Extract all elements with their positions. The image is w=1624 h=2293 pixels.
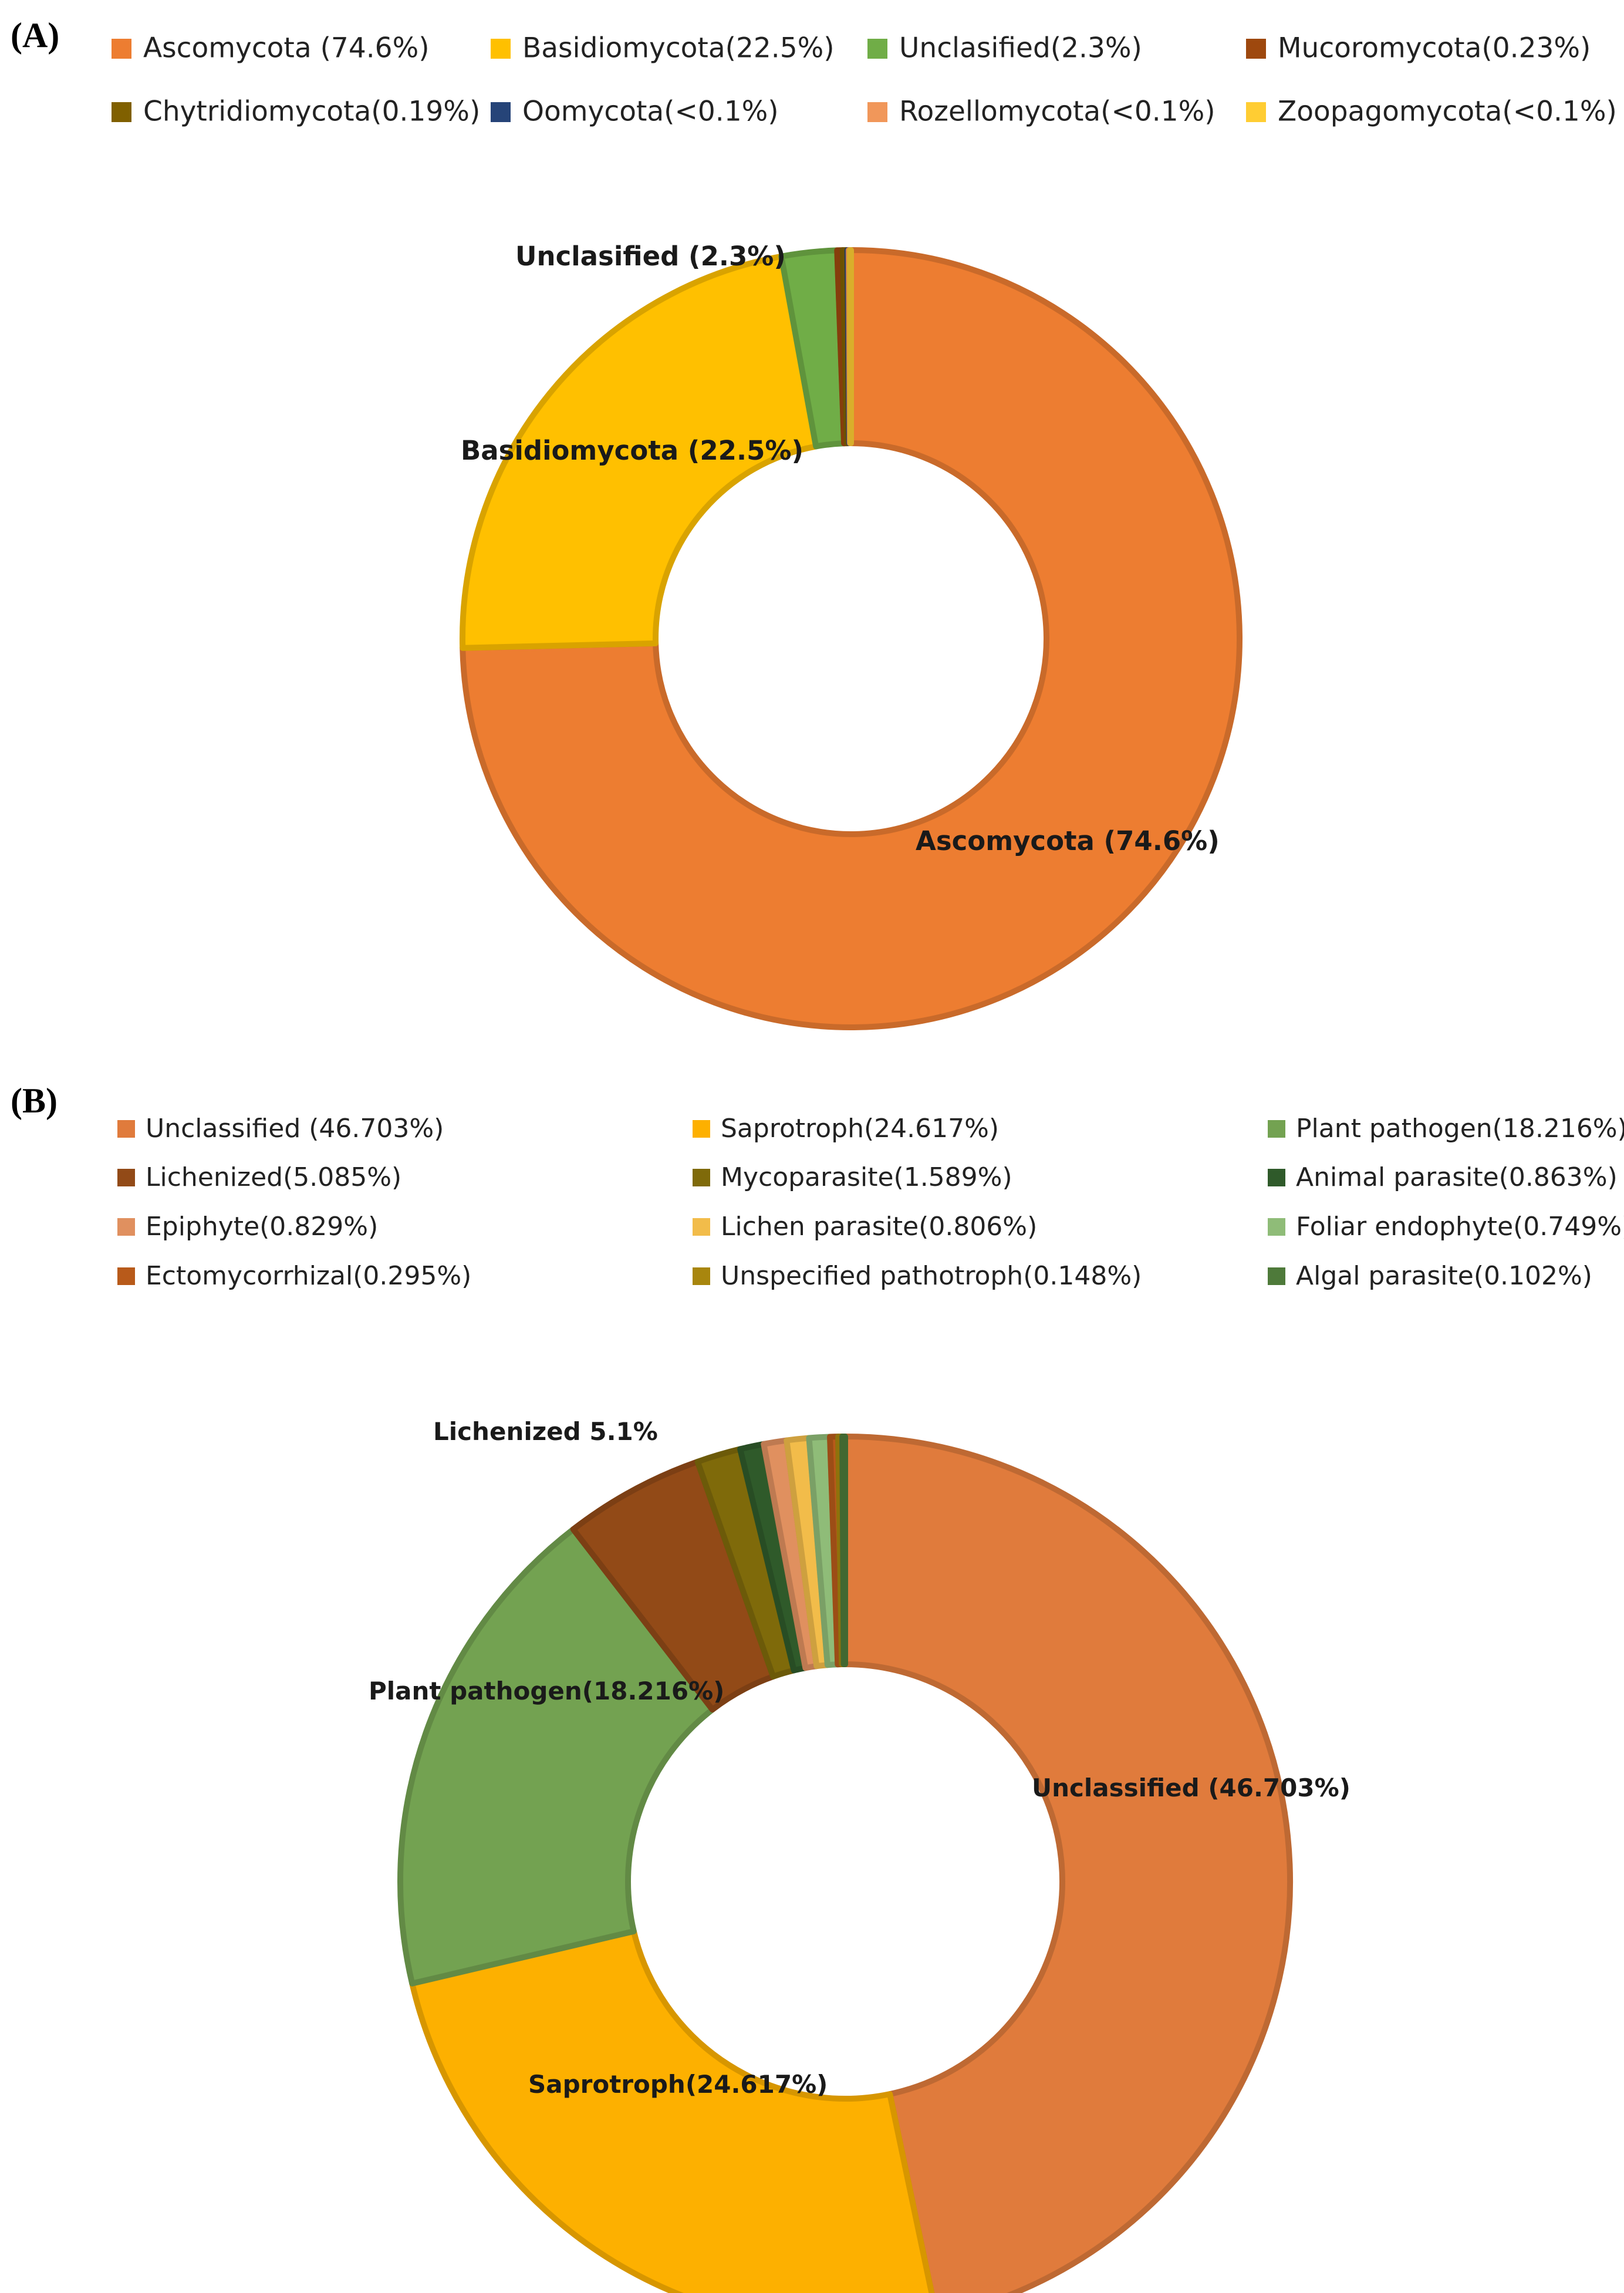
legend-label-epiphyte: Epiphyte(0.829%)	[146, 1212, 378, 1242]
legend-item-foliar-endophyte: Foliar endophyte(0.749%)	[1268, 1212, 1624, 1242]
legend-label-saprotroph: Saprotroph(24.617%)	[721, 1114, 999, 1144]
legend-item-plant-pathogen: Plant pathogen(18.216%)	[1268, 1114, 1624, 1144]
slice-plant-pathogen	[397, 1526, 715, 1987]
legend-label-chytridiomycota: Chytridiomycota(0.19%)	[143, 96, 480, 128]
slice-saprotroph	[409, 1928, 935, 2293]
legend-label-unclassified: Unclassified (46.703%)	[146, 1114, 444, 1144]
legend-item-lichenized: Lichenized(5.085%)	[117, 1162, 401, 1192]
legend-swatch-zoopagomycota	[1246, 102, 1266, 122]
panel-b-donut	[397, 1434, 1293, 2293]
legend-item-saprotroph: Saprotroph(24.617%)	[693, 1114, 999, 1144]
legend-swatch-rozellomycota	[867, 102, 887, 122]
legend-item-lichen-parasite: Lichen parasite(0.806%)	[693, 1212, 1037, 1242]
legend-label-mucoromycota: Mucoromycota(0.23%)	[1278, 32, 1591, 65]
legend-item-unclassified: Unclassified (46.703%)	[117, 1114, 444, 1144]
legend-label-plant-pathogen: Plant pathogen(18.216%)	[1296, 1114, 1624, 1144]
legend-item-unclasified: Unclasified(2.3%)	[867, 32, 1142, 65]
legend-item-oomycota: Oomycota(<0.1%)	[491, 96, 779, 128]
data-label-saprotroph: Saprotroph(24.617%)	[528, 2070, 828, 2099]
legend-swatch-plant-pathogen	[1268, 1120, 1285, 1138]
slice-basidiomycota	[460, 253, 819, 651]
legend-item-ascomycota: Ascomycota (74.6%)	[112, 32, 430, 65]
legend-item-zoopagomycota: Zoopagomycota(<0.1%)	[1246, 96, 1617, 128]
legend-swatch-basidiomycota	[491, 39, 511, 59]
data-label-lichenized: Lichenized 5.1%	[433, 1417, 658, 1446]
legend-item-algal-parasite: Algal parasite(0.102%)	[1268, 1261, 1592, 1291]
legend-item-mycoparasite: Mycoparasite(1.589%)	[693, 1162, 1012, 1192]
legend-label-ascomycota: Ascomycota (74.6%)	[143, 32, 430, 65]
legend-swatch-algal-parasite	[1268, 1267, 1285, 1285]
legend-swatch-lichen-parasite	[693, 1218, 710, 1236]
legend-item-epiphyte: Epiphyte(0.829%)	[117, 1212, 378, 1242]
legend-item-ectomycorrhizal: Ectomycorrhizal(0.295%)	[117, 1261, 471, 1291]
legend-swatch-mycoparasite	[693, 1169, 710, 1186]
legend-swatch-lichenized	[117, 1169, 135, 1186]
legend-swatch-animal-parasite	[1268, 1169, 1285, 1186]
legend-item-basidiomycota: Basidiomycota(22.5%)	[491, 32, 835, 65]
legend-swatch-oomycota	[491, 102, 511, 122]
legend-label-mycoparasite: Mycoparasite(1.589%)	[721, 1162, 1012, 1192]
legend-swatch-chytridiomycota	[112, 102, 131, 122]
legend-swatch-ascomycota	[112, 39, 131, 59]
legend-label-unspecified-pathotroph: Unspecified pathotroph(0.148%)	[721, 1261, 1142, 1291]
panel-b-label: (B)	[11, 1081, 58, 1120]
panel-b-data-labels: Unclassified (46.703%) Saprotroph(24.617…	[369, 1417, 1350, 2099]
data-label-basidiomycota: Basidiomycota (22.5%)	[461, 435, 803, 466]
slice-zoopagomycota	[846, 247, 854, 447]
legend-label-oomycota: Oomycota(<0.1%)	[522, 96, 779, 128]
legend-item-rozellomycota: Rozellomycota(<0.1%)	[867, 96, 1216, 128]
legend-swatch-epiphyte	[117, 1218, 135, 1236]
legend-label-unclasified: Unclasified(2.3%)	[899, 32, 1142, 65]
legend-item-chytridiomycota: Chytridiomycota(0.19%)	[112, 96, 480, 128]
legend-label-lichenized: Lichenized(5.085%)	[146, 1162, 401, 1192]
legend-swatch-unspecified-pathotroph	[693, 1267, 710, 1285]
legend-label-rozellomycota: Rozellomycota(<0.1%)	[899, 96, 1216, 128]
panel-b: (B) Unclassified (46.703%) Saprotroph(24.…	[11, 1081, 1624, 2293]
slice-unclassified	[842, 1434, 1293, 2293]
panel-a-legend: Ascomycota (74.6%) Basidiomycota(22.5%) Un…	[112, 32, 1617, 128]
legend-swatch-mucoromycota	[1246, 39, 1266, 59]
legend-label-ectomycorrhizal: Ectomycorrhizal(0.295%)	[146, 1261, 471, 1291]
panel-b-legend: Unclassified (46.703%) Saprotroph(24.617%…	[117, 1114, 1624, 1291]
panel-a-label: (A)	[11, 16, 59, 55]
legend-swatch-foliar-endophyte	[1268, 1218, 1285, 1236]
legend-swatch-saprotroph	[693, 1120, 710, 1138]
slice-algal-parasite	[839, 1434, 848, 1668]
legend-label-basidiomycota: Basidiomycota(22.5%)	[522, 32, 835, 65]
legend-label-zoopagomycota: Zoopagomycota(<0.1%)	[1278, 96, 1617, 128]
legend-label-animal-parasite: Animal parasite(0.863%)	[1296, 1162, 1618, 1192]
slice-ascomycota	[460, 247, 1243, 1030]
data-label-unclassified: Unclassified (46.703%)	[1032, 1773, 1350, 1802]
data-label-plant-pathogen: Plant pathogen(18.216%)	[369, 1677, 724, 1705]
legend-label-foliar-endophyte: Foliar endophyte(0.749%)	[1296, 1212, 1624, 1242]
legend-label-algal-parasite: Algal parasite(0.102%)	[1296, 1261, 1592, 1291]
legend-item-animal-parasite: Animal parasite(0.863%)	[1268, 1162, 1618, 1192]
panel-a: (A) Ascomycota (74.6%) Basidiomycota(22.5…	[11, 16, 1617, 1030]
panel-a-donut	[460, 247, 1243, 1030]
legend-item-mucoromycota: Mucoromycota(0.23%)	[1246, 32, 1591, 65]
legend-label-lichen-parasite: Lichen parasite(0.806%)	[721, 1212, 1037, 1242]
legend-swatch-unclasified	[867, 39, 887, 59]
legend-item-unspecified-pathotroph: Unspecified pathotroph(0.148%)	[693, 1261, 1142, 1291]
legend-swatch-unclassified	[117, 1120, 135, 1138]
panel-a-data-labels: Ascomycota (74.6%) Basidiomycota (22.5%)…	[461, 241, 1220, 856]
legend-swatch-ectomycorrhizal	[117, 1267, 135, 1285]
data-label-unclasified: Unclasified (2.3%)	[515, 241, 786, 272]
data-label-ascomycota: Ascomycota (74.6%)	[916, 825, 1220, 856]
